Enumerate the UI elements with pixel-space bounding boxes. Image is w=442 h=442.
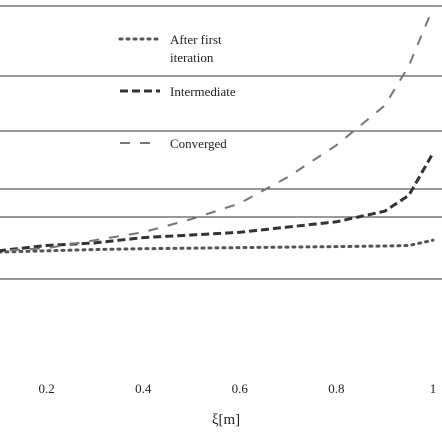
x-tick-label-2: 0.6 — [232, 381, 249, 396]
x-tick-label-1: 0.4 — [135, 381, 152, 396]
x-axis-label: ξ[m] — [212, 412, 240, 428]
series-lines — [0, 7, 435, 254]
x-tick-labels: 0.2 0.4 0.6 0.8 1 — [38, 381, 436, 396]
legend-label-intermediate: Intermediate — [170, 84, 236, 99]
series-line-converged — [0, 7, 434, 252]
legend-label-converged: Converged — [170, 136, 227, 151]
x-tick-label-0: 0.2 — [38, 381, 54, 396]
x-tick-label-3: 0.8 — [328, 381, 344, 396]
grid-lines — [0, 5, 442, 280]
x-tick-label-4: 1 — [430, 381, 437, 396]
legend-label-after-first-iteration-line1: After first — [170, 32, 222, 47]
legend: After first iteration Intermediate Conve… — [118, 32, 236, 151]
series-line-after-first-iteration — [0, 238, 435, 254]
legend-label-after-first-iteration-line2: iteration — [170, 50, 214, 65]
series-line-intermediate — [0, 152, 435, 253]
